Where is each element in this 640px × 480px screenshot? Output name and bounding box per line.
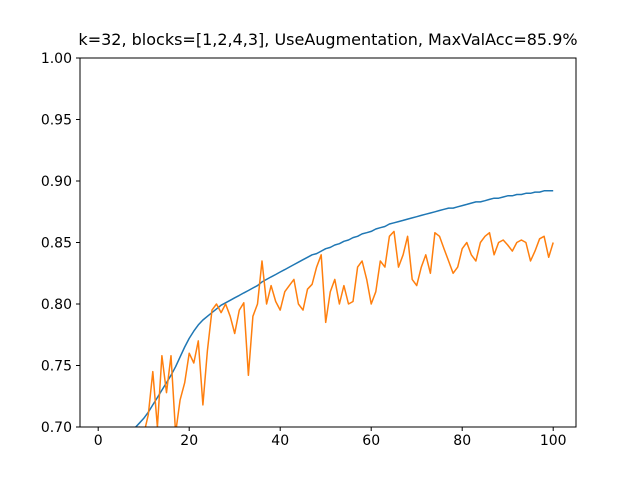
y-tick-label: 0.85 <box>41 236 72 252</box>
x-tick-label: 40 <box>271 433 289 449</box>
x-tick-label: 0 <box>94 433 103 449</box>
y-tick-label: 0.75 <box>41 359 72 375</box>
y-tick-label: 0.90 <box>41 174 72 190</box>
x-tick-label: 100 <box>540 433 567 449</box>
series-validation-accuracy <box>138 230 554 427</box>
y-tick-label: 1.00 <box>41 51 72 67</box>
y-tick-label: 0.80 <box>41 297 72 313</box>
chart-title: k=32, blocks=[1,2,4,3], UseAugmentation,… <box>78 30 578 49</box>
x-tick-label: 20 <box>180 433 198 449</box>
axes-box <box>79 57 577 428</box>
series-train-accuracy <box>134 190 554 427</box>
x-tick-label: 60 <box>362 433 380 449</box>
y-tick-label: 0.95 <box>41 113 72 129</box>
y-tick-label: 0.70 <box>41 420 72 436</box>
x-tick-label: 80 <box>453 433 471 449</box>
